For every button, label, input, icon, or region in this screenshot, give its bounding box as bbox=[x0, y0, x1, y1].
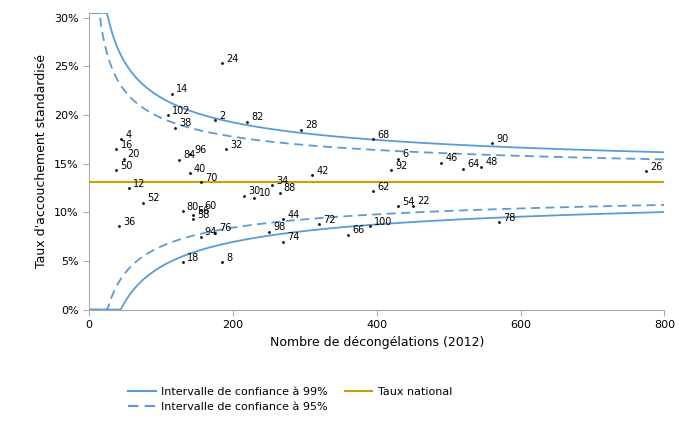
Text: 56: 56 bbox=[197, 206, 210, 216]
Text: 40: 40 bbox=[194, 164, 206, 174]
Text: 34: 34 bbox=[277, 176, 289, 186]
Text: 18: 18 bbox=[187, 252, 199, 263]
Text: 22: 22 bbox=[417, 196, 429, 206]
Text: 46: 46 bbox=[446, 154, 458, 163]
Text: 24: 24 bbox=[226, 54, 238, 64]
Text: 36: 36 bbox=[123, 217, 136, 227]
Text: 94: 94 bbox=[205, 227, 217, 237]
Text: 32: 32 bbox=[230, 140, 242, 150]
Legend: Intervalle de confiance à 99%, Intervalle de confiance à 95%, Taux national: Intervalle de confiance à 99%, Intervall… bbox=[123, 382, 457, 417]
Text: 4: 4 bbox=[125, 130, 132, 140]
Text: 30: 30 bbox=[248, 186, 260, 197]
Text: 100: 100 bbox=[374, 217, 392, 227]
Text: 76: 76 bbox=[219, 223, 232, 233]
Text: 54: 54 bbox=[403, 197, 415, 207]
Text: 8: 8 bbox=[226, 252, 232, 263]
Text: 60: 60 bbox=[205, 201, 217, 211]
Text: 88: 88 bbox=[284, 184, 296, 194]
Text: 6: 6 bbox=[403, 150, 409, 160]
Text: 72: 72 bbox=[323, 215, 336, 224]
Text: 70: 70 bbox=[205, 173, 217, 183]
Text: 66: 66 bbox=[352, 225, 364, 235]
Text: 26: 26 bbox=[651, 162, 663, 172]
Text: 64: 64 bbox=[467, 159, 479, 169]
Text: 78: 78 bbox=[503, 213, 516, 223]
Text: 48: 48 bbox=[485, 157, 497, 167]
Text: 10: 10 bbox=[259, 188, 271, 198]
Text: 82: 82 bbox=[251, 113, 264, 123]
Text: 58: 58 bbox=[197, 210, 210, 220]
Text: 38: 38 bbox=[179, 118, 192, 128]
Y-axis label: Taux d'accouchement standardisé: Taux d'accouchement standardisé bbox=[36, 54, 49, 268]
Text: 12: 12 bbox=[133, 178, 145, 189]
Text: 90: 90 bbox=[496, 134, 508, 144]
Text: 50: 50 bbox=[121, 161, 133, 171]
Text: 96: 96 bbox=[194, 144, 206, 154]
Text: 16: 16 bbox=[121, 140, 133, 150]
Text: 28: 28 bbox=[306, 120, 318, 130]
Text: 92: 92 bbox=[395, 161, 408, 171]
Text: 102: 102 bbox=[173, 106, 191, 116]
Text: 80: 80 bbox=[187, 202, 199, 212]
Text: 74: 74 bbox=[288, 232, 300, 242]
Text: 98: 98 bbox=[273, 222, 285, 232]
Text: 44: 44 bbox=[288, 210, 299, 220]
Text: 2: 2 bbox=[219, 111, 225, 120]
X-axis label: Nombre de décongélations (2012): Nombre de décongélations (2012) bbox=[270, 335, 484, 349]
Text: 20: 20 bbox=[127, 150, 140, 160]
Text: 62: 62 bbox=[377, 181, 390, 191]
Text: 52: 52 bbox=[147, 193, 160, 203]
Text: 84: 84 bbox=[183, 150, 195, 160]
Text: 68: 68 bbox=[377, 130, 390, 140]
Text: 14: 14 bbox=[176, 84, 188, 94]
Text: 42: 42 bbox=[316, 166, 329, 176]
